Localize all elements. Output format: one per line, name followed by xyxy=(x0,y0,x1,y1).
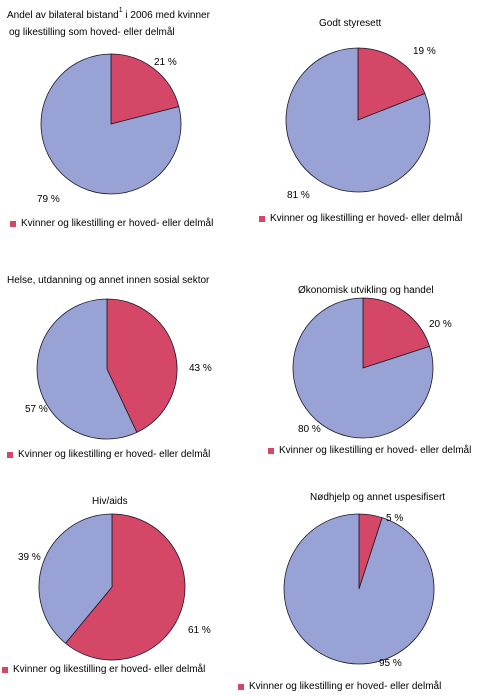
chart3-legend: Kvinner og likestilling er hoved- eller … xyxy=(7,449,210,460)
chart5-slice-focus xyxy=(64,513,186,661)
chart1-title: Andel av bilateral bistand1 i 2006 med k… xyxy=(7,7,210,38)
chart4-title: Økonomisk utvikling og handel xyxy=(298,285,434,296)
chart5-label-focus: 61 % xyxy=(188,625,211,636)
legend-swatch xyxy=(268,447,274,454)
chart3-label-other: 57 % xyxy=(25,404,48,415)
chart4-label-other: 80 % xyxy=(298,424,321,435)
chart4-slice-other xyxy=(292,297,434,439)
legend-swatch xyxy=(259,215,265,222)
legend-swatch xyxy=(238,683,244,690)
chart6-legend: Kvinner og likestilling er hoved- eller … xyxy=(238,681,441,692)
chart2-label-focus: 19 % xyxy=(413,46,436,57)
chart6-title: Nødhjelp og annet uspesifisert xyxy=(310,492,446,503)
chart1-slice-other xyxy=(40,53,182,195)
chart6-label-focus: 5 % xyxy=(386,513,404,524)
chart5-title: Hiv/aids xyxy=(92,496,128,507)
chart2-slice-focus xyxy=(357,47,426,121)
chart1-label-other: 79 % xyxy=(37,194,60,205)
chart1-legend: Kvinner og likestilling er hoved- eller … xyxy=(10,218,213,229)
chart2-title: Godt styresett xyxy=(319,18,382,29)
legend-swatch xyxy=(2,666,8,673)
chart2-label-other: 81 % xyxy=(287,190,310,201)
chart1-label-focus: 21 % xyxy=(154,57,177,68)
chart3-title: Helse, utdanning og annet innen sosial s… xyxy=(7,275,210,286)
chart3-slice-focus xyxy=(106,298,178,433)
chart4-slice-focus xyxy=(362,297,431,369)
chart1-slice-focus xyxy=(110,53,180,125)
chart3-slice-other xyxy=(36,298,138,440)
legend-swatch xyxy=(7,451,13,458)
chart6-slice-other xyxy=(283,513,435,665)
chart5-legend: Kvinner og likestilling er hoved- eller … xyxy=(2,664,205,675)
chart2-legend: Kvinner og likestilling er hoved- eller … xyxy=(259,213,462,224)
chart6-label-other: 95 % xyxy=(379,658,402,669)
legend-swatch xyxy=(10,220,16,227)
chart5-label-other: 39 % xyxy=(18,552,41,563)
chart4-legend: Kvinner og likestilling er hoved- eller … xyxy=(268,445,471,456)
chart4-label-focus: 20 % xyxy=(429,319,452,330)
chart3-label-focus: 43 % xyxy=(189,363,212,374)
chart2-slice-other xyxy=(285,47,431,193)
chart5-slice-other xyxy=(38,513,113,644)
